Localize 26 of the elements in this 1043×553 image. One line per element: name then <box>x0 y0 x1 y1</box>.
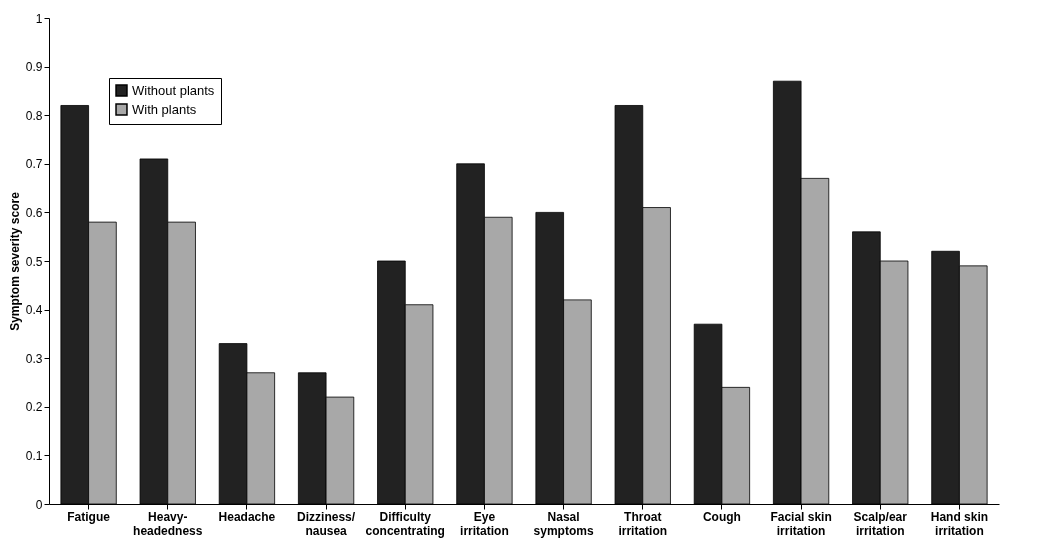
x-tick-label: Scalp/ear irritation <box>853 509 908 538</box>
x-tick-label: Facial skin irritation <box>770 509 832 538</box>
x-tick-label: Headache <box>218 509 276 524</box>
y-tick-label: 0.4 <box>25 303 43 318</box>
y-tick-label: 0.7 <box>25 157 43 172</box>
y-tick-label: 0.5 <box>25 254 43 269</box>
y-tick-label: 0.8 <box>25 108 43 123</box>
x-tick-label: Nasal symptoms <box>533 509 594 538</box>
x-tick-label: Cough <box>702 509 741 524</box>
x-tick-label: Hand skin irritation <box>930 509 989 538</box>
x-tick-label: Eye irritation <box>460 509 509 538</box>
legend-label: Without plants <box>132 82 215 98</box>
x-tick-label: Throat irritation <box>618 509 668 538</box>
y-tick-label: 1 <box>35 11 43 26</box>
y-tick-label: 0.2 <box>25 400 43 415</box>
y-tick-label: 0 <box>35 497 43 512</box>
x-tick-label: Dizziness/ nausea <box>297 509 356 538</box>
x-tick-label: Difficulty concentrating <box>365 509 445 538</box>
legend-label: With plants <box>132 101 197 117</box>
x-tick-label: Fatigue <box>67 509 111 524</box>
x-tick-label: Heavy- headedness <box>133 509 203 538</box>
y-tick-label: 0.3 <box>25 351 43 366</box>
y-tick-label: 0.1 <box>25 448 43 463</box>
y-tick-label: 0.6 <box>25 205 43 220</box>
y-axis-title: Symptom severity score <box>7 191 22 331</box>
y-tick-label: 0.9 <box>25 60 43 75</box>
